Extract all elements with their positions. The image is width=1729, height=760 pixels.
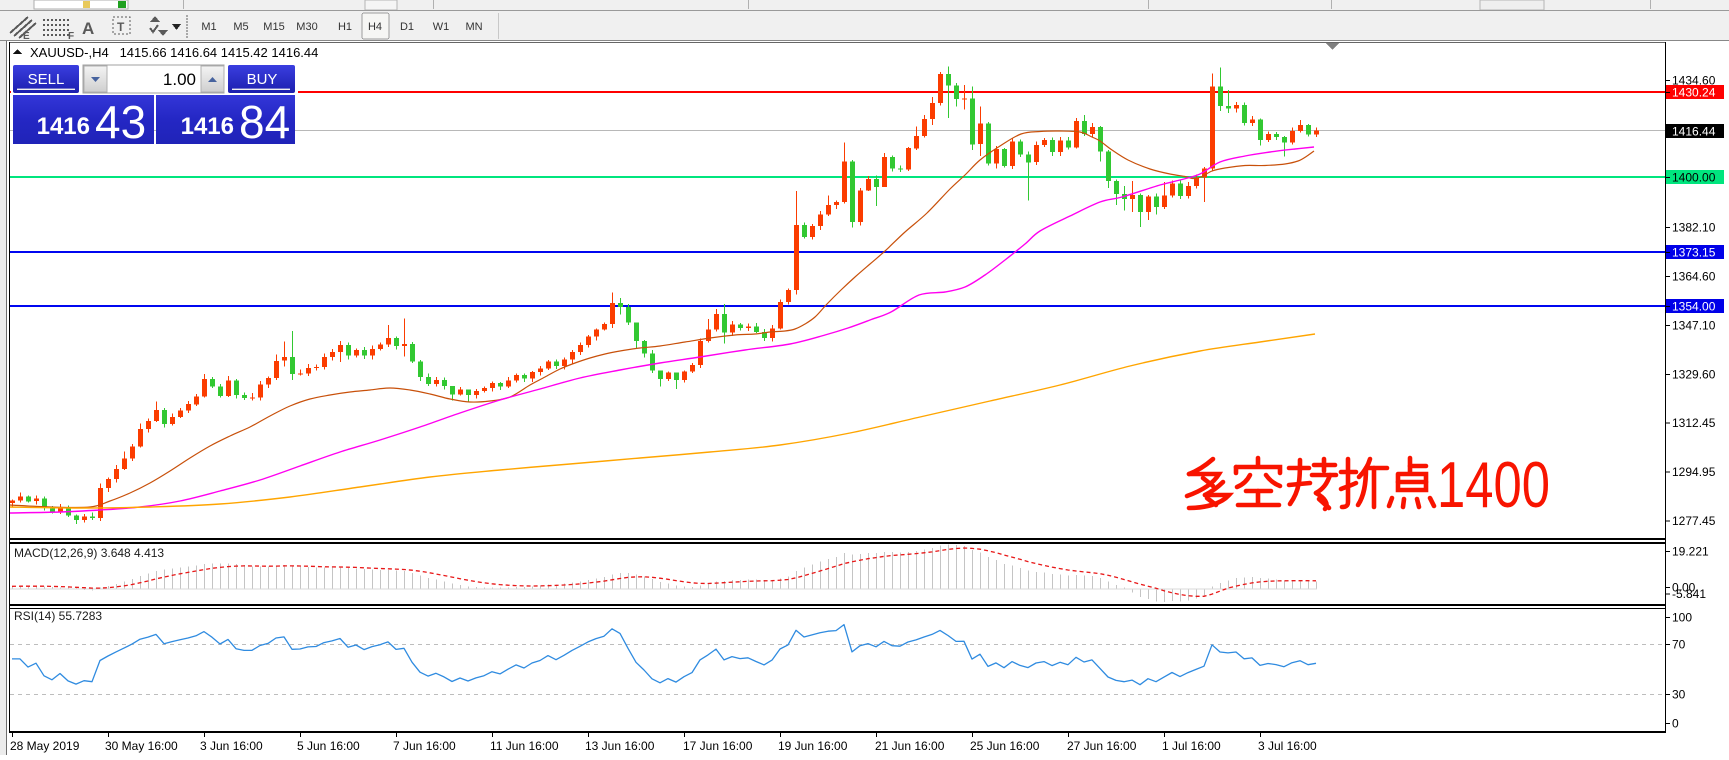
svg-text:1373.15: 1373.15: [1672, 246, 1716, 260]
svg-text:MACD(12,26,9) 3.648 4.413: MACD(12,26,9) 3.648 4.413: [14, 546, 164, 560]
svg-text:30 May 16:00: 30 May 16:00: [105, 739, 178, 753]
svg-text:11 Jun 16:00: 11 Jun 16:00: [490, 739, 559, 753]
svg-text:28 May 2019: 28 May 2019: [10, 739, 80, 753]
svg-text:-5.841: -5.841: [1672, 587, 1706, 601]
svg-text:RSI(14) 55.7283: RSI(14) 55.7283: [14, 609, 102, 623]
svg-text:1430.24: 1430.24: [1672, 86, 1716, 100]
svg-text:1277.45: 1277.45: [1672, 514, 1716, 528]
svg-text:F: F: [68, 31, 74, 42]
svg-text:43: 43: [95, 96, 146, 148]
svg-text:27 Jun 16:00: 27 Jun 16:00: [1067, 739, 1137, 753]
svg-text:1416: 1416: [37, 113, 90, 140]
svg-text:25 Jun 16:00: 25 Jun 16:00: [970, 739, 1040, 753]
svg-text:H4: H4: [368, 21, 382, 33]
svg-text:21 Jun 16:00: 21 Jun 16:00: [875, 739, 945, 753]
svg-text:BUY: BUY: [247, 71, 278, 88]
svg-text:A: A: [82, 19, 94, 38]
svg-text:W1: W1: [433, 21, 450, 33]
svg-text:3 Jun 16:00: 3 Jun 16:00: [200, 739, 263, 753]
svg-text:0.00: 0.00: [1672, 581, 1696, 595]
svg-text:1400: 1400: [1437, 448, 1550, 521]
svg-text:100: 100: [1672, 611, 1692, 625]
svg-text:1382.10: 1382.10: [1672, 221, 1716, 235]
svg-text:1329.60: 1329.60: [1672, 368, 1716, 382]
svg-text:H1: H1: [338, 21, 352, 33]
svg-text:84: 84: [239, 96, 290, 148]
svg-text:19 Jun 16:00: 19 Jun 16:00: [778, 739, 848, 753]
svg-text:SELL: SELL: [28, 71, 65, 88]
svg-text:M15: M15: [263, 21, 284, 33]
svg-text:M30: M30: [296, 21, 317, 33]
svg-text:XAUUSD-,H4 1415.66 1416.64 1: XAUUSD-,H4 1415.66 1416.64 1415.42 1416.…: [30, 45, 318, 60]
svg-text:13 Jun 16:00: 13 Jun 16:00: [585, 739, 655, 753]
svg-text:1434.60: 1434.60: [1672, 73, 1716, 87]
svg-text:1312.45: 1312.45: [1672, 416, 1716, 430]
svg-text:M1: M1: [201, 21, 216, 33]
svg-text:M5: M5: [233, 21, 248, 33]
svg-text:17 Jun 16:00: 17 Jun 16:00: [683, 739, 753, 753]
svg-text:70: 70: [1672, 638, 1686, 652]
svg-text:3 Jul 16:00: 3 Jul 16:00: [1258, 739, 1317, 753]
svg-text:1354.00: 1354.00: [1672, 300, 1716, 314]
svg-text:5 Jun 16:00: 5 Jun 16:00: [297, 739, 360, 753]
svg-text:30: 30: [1672, 688, 1686, 702]
svg-text:1416.44: 1416.44: [1672, 125, 1716, 139]
svg-text:MN: MN: [465, 21, 482, 33]
svg-text:E: E: [23, 31, 30, 42]
svg-text:1294.95: 1294.95: [1672, 465, 1716, 479]
svg-text:1416: 1416: [181, 113, 234, 140]
svg-text:19.221: 19.221: [1672, 545, 1709, 559]
svg-text:T: T: [117, 20, 125, 34]
svg-text:7 Jun 16:00: 7 Jun 16:00: [393, 739, 456, 753]
svg-text:1 Jul 16:00: 1 Jul 16:00: [1162, 739, 1221, 753]
svg-text:1364.60: 1364.60: [1672, 270, 1716, 284]
svg-text:1.00: 1.00: [163, 70, 196, 89]
svg-text:1400.00: 1400.00: [1672, 171, 1716, 185]
svg-text:D1: D1: [400, 21, 414, 33]
svg-text:0: 0: [1672, 717, 1679, 731]
svg-text:1347.10: 1347.10: [1672, 319, 1716, 333]
